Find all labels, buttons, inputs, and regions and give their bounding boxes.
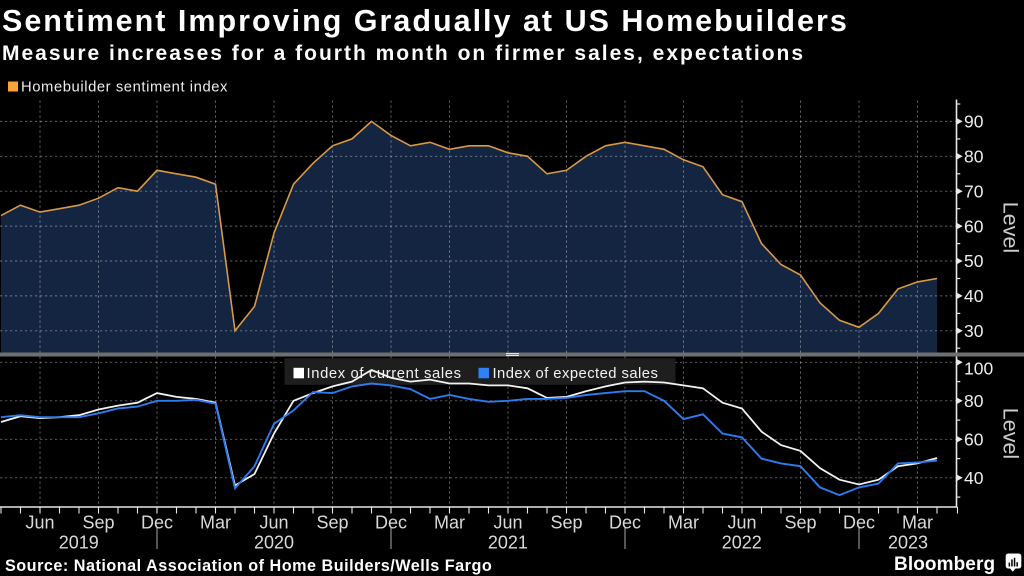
svg-text:80: 80 <box>964 391 984 411</box>
svg-text:Dec: Dec <box>375 513 407 533</box>
svg-text:Dec: Dec <box>843 513 875 533</box>
svg-text:2020: 2020 <box>254 533 294 553</box>
svg-text:Index of expected sales: Index of expected sales <box>493 366 659 382</box>
svg-text:Dec: Dec <box>609 513 641 533</box>
svg-text:Jun: Jun <box>727 513 756 533</box>
svg-text:Jun: Jun <box>493 513 522 533</box>
svg-text:Source: National Association o: Source: National Association of Home Bui… <box>5 557 492 575</box>
svg-text:70: 70 <box>964 181 984 201</box>
svg-text:Level: Level <box>999 202 1023 253</box>
svg-text:Jun: Jun <box>25 513 54 533</box>
svg-text:Measure increases for a fourth: Measure increases for a fourth month on … <box>2 42 805 65</box>
svg-text:2021: 2021 <box>488 533 528 553</box>
svg-text:50: 50 <box>964 251 984 271</box>
svg-text:2019: 2019 <box>59 533 99 553</box>
svg-text:Mar: Mar <box>434 513 465 533</box>
svg-text:2022: 2022 <box>722 533 762 553</box>
svg-text:100: 100 <box>964 359 993 379</box>
svg-text:60: 60 <box>964 216 984 236</box>
svg-text:40: 40 <box>964 468 984 488</box>
svg-text:Sentiment Improving Gradually: Sentiment Improving Gradually at US Home… <box>2 4 849 38</box>
svg-text:80: 80 <box>964 147 984 167</box>
svg-text:90: 90 <box>964 112 984 132</box>
svg-text:Jun: Jun <box>259 513 288 533</box>
svg-text:Sep: Sep <box>82 513 114 533</box>
svg-text:Sep: Sep <box>550 513 582 533</box>
svg-text:Bloomberg: Bloomberg <box>894 554 995 575</box>
svg-text:Sep: Sep <box>784 513 816 533</box>
svg-text:Mar: Mar <box>902 513 933 533</box>
svg-text:Dec: Dec <box>141 513 173 533</box>
svg-text:30: 30 <box>964 321 984 341</box>
svg-text:40: 40 <box>964 286 984 306</box>
svg-text:Index of current sales: Index of current sales <box>307 366 462 382</box>
svg-text:Mar: Mar <box>200 513 231 533</box>
svg-text:Mar: Mar <box>668 513 699 533</box>
svg-text:Homebuilder sentiment index: Homebuilder sentiment index <box>21 80 228 96</box>
svg-text:Level: Level <box>999 408 1023 459</box>
svg-text:60: 60 <box>964 430 984 450</box>
svg-text:2023: 2023 <box>888 533 928 553</box>
svg-text:Sep: Sep <box>316 513 348 533</box>
